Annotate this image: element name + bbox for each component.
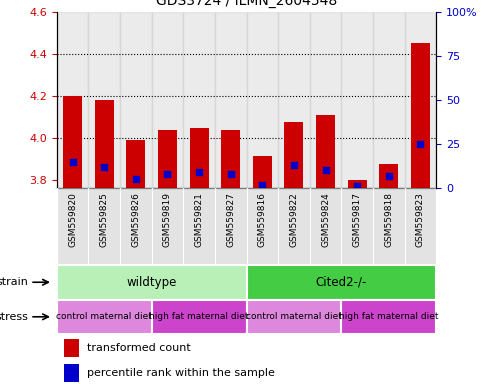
Point — [321, 167, 329, 174]
Point — [69, 159, 76, 165]
Text: GSM559819: GSM559819 — [163, 192, 172, 247]
Bar — [158, 130, 177, 188]
Point — [164, 171, 172, 177]
Text: control maternal diet: control maternal diet — [246, 312, 342, 321]
Bar — [246, 265, 436, 300]
Bar — [215, 188, 246, 265]
Bar — [57, 12, 88, 188]
Text: high fat maternal diet: high fat maternal diet — [149, 312, 249, 321]
Bar — [152, 12, 183, 188]
Bar — [88, 188, 120, 265]
Bar — [189, 128, 209, 188]
Bar — [57, 188, 88, 265]
Bar — [120, 188, 152, 265]
Text: GSM559825: GSM559825 — [100, 192, 108, 247]
Point — [132, 176, 140, 182]
Bar — [348, 180, 367, 188]
Bar — [88, 12, 120, 188]
Text: GSM559818: GSM559818 — [385, 192, 393, 247]
Bar — [284, 122, 304, 188]
Text: GSM559821: GSM559821 — [195, 192, 204, 247]
Text: GSM559822: GSM559822 — [289, 192, 298, 247]
Point — [195, 169, 203, 175]
Bar — [310, 12, 341, 188]
Point — [417, 141, 424, 147]
Point — [353, 183, 361, 189]
Bar — [64, 364, 79, 382]
Bar — [278, 12, 310, 188]
Point — [258, 182, 266, 188]
Text: strain: strain — [0, 277, 29, 287]
Text: stress: stress — [0, 312, 29, 322]
Bar — [152, 188, 183, 265]
Bar — [405, 188, 436, 265]
Text: GSM559827: GSM559827 — [226, 192, 235, 247]
Text: control maternal diet: control maternal diet — [56, 312, 152, 321]
Bar — [341, 188, 373, 265]
Text: transformed count: transformed count — [87, 343, 191, 353]
Text: GSM559823: GSM559823 — [416, 192, 425, 247]
Point — [290, 162, 298, 168]
Bar — [64, 339, 79, 356]
Bar — [341, 12, 373, 188]
Bar — [183, 188, 215, 265]
Bar — [380, 164, 398, 188]
Bar — [183, 12, 215, 188]
Bar — [95, 100, 113, 188]
Bar — [57, 265, 246, 300]
Bar — [253, 156, 272, 188]
Text: GSM559824: GSM559824 — [321, 192, 330, 247]
Bar — [246, 188, 278, 265]
Bar — [57, 300, 152, 334]
Text: GSM559820: GSM559820 — [68, 192, 77, 247]
Bar — [411, 43, 430, 188]
Text: high fat maternal diet: high fat maternal diet — [339, 312, 439, 321]
Bar — [373, 12, 405, 188]
Title: GDS3724 / ILMN_2604548: GDS3724 / ILMN_2604548 — [156, 0, 337, 8]
Text: GSM559817: GSM559817 — [352, 192, 362, 247]
Text: wildtype: wildtype — [126, 276, 177, 289]
Text: GSM559826: GSM559826 — [131, 192, 141, 247]
Bar — [316, 114, 335, 188]
Point — [227, 171, 235, 177]
Bar — [126, 140, 145, 188]
Bar — [152, 300, 246, 334]
Bar — [278, 188, 310, 265]
Point — [385, 173, 393, 179]
Bar — [246, 300, 341, 334]
Bar — [373, 188, 405, 265]
Bar — [405, 12, 436, 188]
Text: percentile rank within the sample: percentile rank within the sample — [87, 368, 275, 378]
Bar — [221, 130, 240, 188]
Bar — [341, 300, 436, 334]
Bar — [215, 12, 246, 188]
Point — [100, 164, 108, 170]
Bar — [246, 12, 278, 188]
Bar — [310, 188, 341, 265]
Bar — [63, 96, 82, 188]
Text: Cited2-/-: Cited2-/- — [316, 276, 367, 289]
Bar — [120, 12, 152, 188]
Text: GSM559816: GSM559816 — [258, 192, 267, 247]
